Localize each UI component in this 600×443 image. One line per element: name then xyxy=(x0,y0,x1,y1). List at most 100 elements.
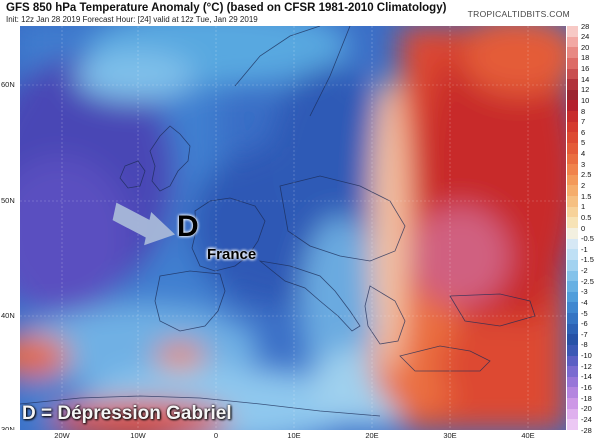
colorbar-segment xyxy=(567,270,578,282)
colorbar-segment xyxy=(567,313,578,325)
colorbar-tick-label: -6 xyxy=(581,319,588,329)
colorbar-tick-label: 16 xyxy=(581,64,590,74)
movement-arrow xyxy=(112,202,176,246)
colorbar-segment xyxy=(567,121,578,133)
colorbar-segment xyxy=(567,174,578,186)
colorbar-tick-label: -16 xyxy=(581,382,592,392)
colorbar-segment xyxy=(567,419,578,431)
lat-label-40n: 40N xyxy=(1,311,15,320)
anomaly-map-svg xyxy=(20,26,566,430)
lon-label-40e: 40E xyxy=(521,431,535,440)
map-title: GFS 850 hPa Temperature Anomaly (°C) (ba… xyxy=(6,2,447,14)
colorbar-segment xyxy=(567,398,578,410)
colorbar-tick-label: 3 xyxy=(581,159,586,169)
colorbar-segment xyxy=(567,366,578,378)
colorbar-segment xyxy=(567,142,578,155)
lon-label-10e: 10E xyxy=(287,431,301,440)
lon-label-20w: 20W xyxy=(54,431,70,440)
colorbar-tick-label: -1.5 xyxy=(581,255,594,265)
colorbar-tick-label: 2.5 xyxy=(581,170,592,180)
colorbar-segment xyxy=(567,206,578,218)
colorbar-segment xyxy=(567,132,578,144)
colorbar-tick-label: -20 xyxy=(581,404,592,414)
colorbar-tick-label: 0.5 xyxy=(581,212,592,222)
colorbar-segment xyxy=(567,323,578,335)
colorbar-tick-label: 12 xyxy=(581,85,590,95)
colorbar-segment xyxy=(567,47,578,59)
map-subtitle: Init: 12z Jan 28 2019 Forecast Hour: [24… xyxy=(6,15,258,24)
colorbar-tick-label: 18 xyxy=(581,53,590,63)
colorbar-tick-label: 28 xyxy=(581,21,590,31)
colorbar-segment xyxy=(567,376,578,388)
colorbar-tick-label: -24 xyxy=(581,414,592,424)
colorbar xyxy=(567,26,578,431)
longitude-axis: 20W 10W 0 10E 20E 30E 40E xyxy=(0,430,600,443)
colorbar-tick-label: -8 xyxy=(581,340,588,350)
colorbar-tick-label: 24 xyxy=(581,32,590,42)
depression-marker: D xyxy=(177,210,199,243)
colorbar-segment xyxy=(567,217,578,229)
colorbar-segment xyxy=(567,387,578,399)
lon-label-10w: 10W xyxy=(130,431,146,440)
lat-label-50n: 50N xyxy=(1,196,15,205)
colorbar-segment xyxy=(567,57,578,70)
lat-label-30n: 30N xyxy=(1,425,15,434)
depression-legend: D = Dépression Gabriel xyxy=(22,403,232,424)
colorbar-tick-label: 5 xyxy=(581,138,586,148)
colorbar-segment xyxy=(567,89,578,101)
colorbar-tick-label: -28 xyxy=(581,425,592,435)
colorbar-tick-label: 0 xyxy=(581,223,586,233)
colorbar-tick-label: 1 xyxy=(581,202,586,212)
colorbar-segment xyxy=(567,344,578,357)
colorbar-segment xyxy=(567,249,578,261)
colorbar-tick-label: 10 xyxy=(581,95,590,105)
lon-label-20e: 20E xyxy=(365,431,379,440)
coastlines xyxy=(20,26,536,417)
colorbar-segment xyxy=(567,36,578,48)
colorbar-segment xyxy=(567,100,578,112)
source-credit: TROPICALTIDBITS.COM xyxy=(467,9,570,19)
colorbar-tick-label: 7 xyxy=(581,117,586,127)
colorbar-tick-label: -3 xyxy=(581,287,588,297)
colorbar-segment xyxy=(567,238,578,250)
colorbar-tick-label: -2.5 xyxy=(581,276,594,286)
lon-label-30e: 30E xyxy=(443,431,457,440)
colorbar-segment xyxy=(567,185,578,197)
colorbar-tick-label: 20 xyxy=(581,42,590,52)
colorbar-segment xyxy=(567,408,578,420)
colorbar-tick-label: 8 xyxy=(581,106,586,116)
colorbar-segment xyxy=(567,79,578,91)
colorbar-tick-label: -2 xyxy=(581,266,588,276)
colorbar-segment xyxy=(567,334,578,346)
colorbar-segment xyxy=(567,302,578,314)
colorbar-segment xyxy=(567,26,578,38)
colorbar-tick-label: 1.5 xyxy=(581,191,592,201)
colorbar-segment xyxy=(567,281,578,293)
colorbar-segment xyxy=(567,196,578,208)
colorbar-tick-label: -12 xyxy=(581,361,592,371)
graticule xyxy=(20,26,566,430)
colorbar-segment xyxy=(567,111,578,123)
lon-label-0: 0 xyxy=(213,431,219,440)
colorbar-tick-label: 6 xyxy=(581,127,586,137)
colorbar-segment xyxy=(567,228,578,240)
colorbar-tick-label: 14 xyxy=(581,74,590,84)
map-header: GFS 850 hPa Temperature Anomaly (°C) (ba… xyxy=(0,0,600,26)
colorbar-tick-label: -10 xyxy=(581,351,592,361)
colorbar-tick-label: -14 xyxy=(581,372,592,382)
colorbar-segment xyxy=(567,68,578,80)
colorbar-tick-label: -5 xyxy=(581,308,588,318)
colorbar-tick-label: 2 xyxy=(581,180,586,190)
colorbar-segment xyxy=(567,164,578,176)
colorbar-tick-label: -18 xyxy=(581,393,592,403)
colorbar-segment xyxy=(567,259,578,272)
anomaly-map xyxy=(20,26,566,430)
colorbar-segment xyxy=(567,153,578,165)
colorbar-tick-label: -0.5 xyxy=(581,234,594,244)
country-label-france: France xyxy=(207,246,257,263)
colorbar-tick-label: -1 xyxy=(581,244,588,254)
colorbar-tick-label: 4 xyxy=(581,149,586,159)
lat-label-60n: 60N xyxy=(1,80,15,89)
colorbar-segment xyxy=(567,355,578,367)
colorbar-tick-label: -7 xyxy=(581,329,588,339)
